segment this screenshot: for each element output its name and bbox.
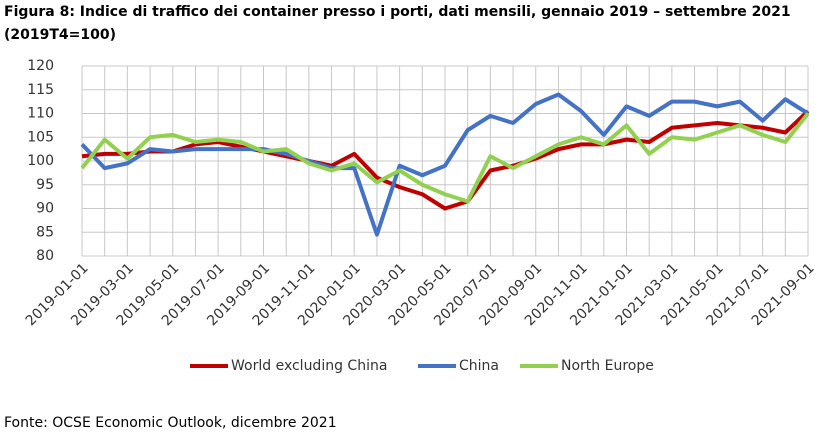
- legend-label: China: [459, 358, 499, 374]
- source: Fonte: OCSE Economic Outlook, dicembre 2…: [4, 415, 337, 431]
- y-tick-label: 80: [36, 248, 54, 264]
- y-tick-label: 105: [27, 129, 54, 145]
- y-tick-label: 115: [27, 82, 54, 98]
- y-tick-label: 85: [36, 224, 54, 240]
- legend-label: World excluding China: [231, 358, 387, 374]
- series-line: [81, 109, 810, 211]
- y-tick-label: 110: [27, 106, 54, 122]
- y-tick-label: 100: [27, 153, 54, 169]
- y-tick-label: 120: [27, 58, 54, 74]
- y-tick-label: 90: [36, 201, 54, 217]
- series-line: [80, 112, 810, 204]
- y-tick-label: 95: [36, 177, 54, 193]
- series-line: [80, 92, 810, 237]
- legend-label: North Europe: [561, 358, 654, 374]
- chart-subtitle: (2019T4=100): [4, 27, 116, 43]
- chart-title: Figura 8: Indice di traffico dei contain…: [4, 4, 791, 20]
